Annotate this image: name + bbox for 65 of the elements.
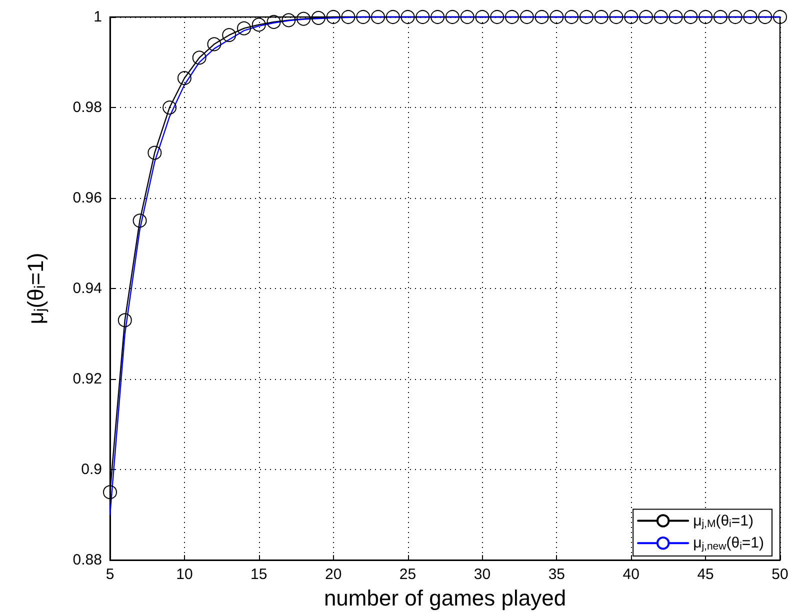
point — [445, 10, 460, 24]
point — [534, 10, 549, 24]
x-tick-label: 35 — [548, 566, 566, 584]
point — [684, 10, 698, 24]
point — [118, 313, 132, 328]
point — [177, 71, 192, 86]
point — [490, 10, 504, 24]
y-tick-label: 0.98 — [72, 99, 102, 116]
x-axis-title: number of games played — [324, 586, 566, 610]
point — [460, 10, 474, 24]
y-tick-label: 0.96 — [72, 190, 102, 207]
point — [341, 10, 356, 24]
point — [207, 37, 222, 52]
point — [624, 10, 638, 24]
point — [609, 10, 624, 24]
point — [564, 10, 579, 24]
point — [550, 10, 564, 24]
point — [132, 214, 147, 228]
point — [311, 10, 326, 25]
x-tick-label: 25 — [399, 566, 416, 584]
point — [103, 485, 117, 500]
x-tick-label: 45 — [697, 566, 714, 584]
point — [654, 10, 668, 24]
point — [222, 28, 236, 42]
point — [758, 10, 772, 24]
point — [713, 10, 728, 24]
point — [371, 10, 385, 24]
point — [594, 10, 608, 24]
point — [386, 10, 400, 24]
point — [430, 10, 445, 24]
point — [266, 14, 281, 29]
point — [475, 10, 490, 24]
point — [698, 10, 713, 24]
point — [296, 12, 311, 26]
point — [416, 10, 430, 24]
point — [282, 13, 296, 28]
point — [356, 10, 370, 24]
y-tick-label: 0.88 — [72, 552, 102, 569]
point — [579, 10, 594, 24]
point — [162, 100, 177, 115]
x-tick-label: 50 — [772, 566, 788, 584]
point — [728, 10, 742, 24]
point — [743, 10, 758, 24]
point — [148, 146, 162, 160]
point — [668, 10, 683, 24]
point — [639, 10, 653, 24]
y-axis-title: μj(θi=1) — [23, 252, 49, 324]
x-tick-label: 5 — [106, 566, 114, 584]
y-tick-label: 0.92 — [72, 370, 102, 388]
x-tick-label: 30 — [474, 566, 491, 584]
x-tick-label: 40 — [622, 566, 640, 584]
point — [192, 50, 206, 65]
point — [237, 21, 251, 36]
y-tick-label: 1 — [94, 8, 102, 26]
point — [773, 10, 787, 24]
point — [326, 10, 340, 24]
point — [505, 10, 519, 24]
point — [400, 10, 415, 24]
y-tick-label: 0.94 — [72, 280, 102, 298]
point — [252, 18, 266, 32]
x-tick-label: 20 — [324, 566, 342, 584]
point — [520, 10, 534, 24]
x-tick-label: 15 — [250, 566, 268, 584]
y-tick-label: 0.9 — [81, 461, 102, 478]
x-tick-label: 10 — [176, 566, 193, 584]
